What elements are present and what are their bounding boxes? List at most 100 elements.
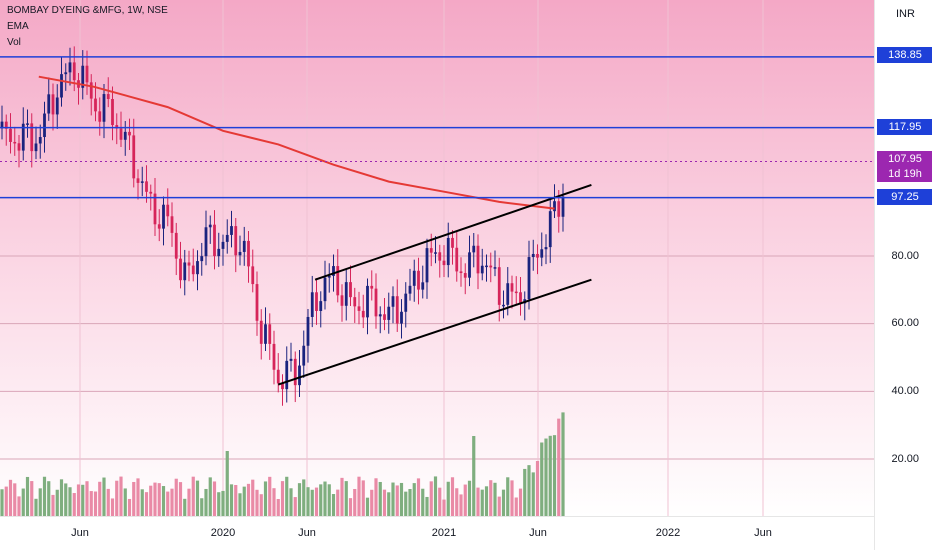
volume-bar-down <box>268 476 272 516</box>
y-tick-label: 20.00 <box>891 453 919 465</box>
volume-bar-down <box>153 482 157 516</box>
candle-body-down <box>395 296 399 324</box>
volume-bar-up <box>217 492 221 516</box>
candle-body-down <box>4 121 8 129</box>
candle-body-down <box>9 128 12 142</box>
volume-bar-down <box>510 480 514 516</box>
volume-bar-up <box>68 487 72 516</box>
price-chart[interactable]: BOMBAY DYEING &MFG, 1W, NSE EMA Vol <box>0 0 874 516</box>
candle-body-up <box>230 226 233 235</box>
volume-bar-up <box>408 489 412 516</box>
candle-body-down <box>281 383 284 390</box>
candle-body-down <box>157 224 161 229</box>
candle-body-down <box>111 99 114 126</box>
volume-bar-up <box>183 498 187 516</box>
volume-bar-down <box>166 491 170 516</box>
candle-body-down <box>497 267 501 305</box>
candle-body-up <box>387 306 391 320</box>
time-axis[interactable]: Jun 2020 Jun 2021 Jun 2022 Jun <box>0 516 874 551</box>
candle-body-up <box>238 251 242 256</box>
candle-body-up <box>204 227 208 257</box>
candle-body-up <box>289 358 293 361</box>
volume-bar-down <box>8 479 13 516</box>
volume-bar-up <box>472 436 476 516</box>
volume-bar-up <box>25 476 30 516</box>
candle-body-down <box>98 111 102 122</box>
volume-bar-up <box>548 435 552 516</box>
x-tick-label: 2021 <box>431 527 457 539</box>
candle-body-up <box>404 293 408 312</box>
candle-body-up <box>208 224 212 228</box>
volume-bar-down <box>497 496 501 516</box>
candle-body-down <box>149 191 153 194</box>
candle-body-down <box>315 292 318 311</box>
volume-bar-up <box>208 477 212 516</box>
volume-bar-down <box>535 461 540 516</box>
candle-body-up <box>298 365 301 386</box>
candle-body-down <box>187 262 191 266</box>
volume-bar-up <box>81 484 85 516</box>
volume-bar-up <box>64 483 68 516</box>
candle-body-up <box>391 296 395 307</box>
volume-bar-down <box>429 481 433 516</box>
candle-body-down <box>370 285 374 289</box>
candle-body-down <box>136 178 140 183</box>
candle-body-up <box>412 270 416 286</box>
volume-bar-up <box>123 488 127 516</box>
candle-body-down <box>476 245 480 274</box>
candle-body-up <box>421 282 425 290</box>
candle-body-down <box>30 123 34 152</box>
volume-bar-down <box>115 480 119 516</box>
volume-bar-up <box>467 480 472 516</box>
candle-body-down <box>174 232 178 259</box>
volume-bar-up <box>161 486 166 516</box>
volume-bar-down <box>144 492 149 516</box>
volume-bar-down <box>395 485 399 516</box>
volume-bar-up <box>523 468 527 516</box>
price-axis[interactable]: INR 138.85 117.95 107.95 1d 19h 97.25 80… <box>874 0 932 550</box>
volume-bar-up <box>480 489 484 516</box>
candle-body-up <box>43 113 46 138</box>
candle-body-up <box>64 72 68 75</box>
volume-indicator-label[interactable]: Vol <box>7 37 21 48</box>
chart-canvas[interactable] <box>0 0 874 516</box>
volume-bar-down <box>514 497 518 516</box>
candle-body-down <box>247 240 250 267</box>
candle-body-down <box>191 265 195 275</box>
volume-bar-up <box>225 451 229 516</box>
volume-bar-down <box>314 487 319 516</box>
candle-body-up <box>472 245 476 253</box>
candle-body-down <box>429 248 433 253</box>
x-tick-label: Jun <box>529 527 547 539</box>
volume-bar-up <box>412 483 416 516</box>
candle-body-down <box>145 181 148 192</box>
candle-body-down <box>361 310 365 318</box>
candle-body-up <box>217 248 221 257</box>
candle-body-up <box>225 234 229 242</box>
volume-bar-down <box>557 418 561 516</box>
candle-body-up <box>221 241 225 249</box>
volume-bar-up <box>319 484 323 516</box>
volume-bar-up <box>344 481 348 516</box>
candle-body-down <box>276 369 280 384</box>
volume-bar-down <box>459 494 463 516</box>
volume-bar-up <box>263 481 268 516</box>
candle-body-down <box>170 216 174 233</box>
volume-bar-down <box>136 478 140 516</box>
volume-bar-up <box>446 481 450 516</box>
volume-bar-up <box>102 477 106 516</box>
candle-body-down <box>489 265 493 268</box>
candle-body-up <box>55 97 59 115</box>
volume-bar-down <box>119 476 123 516</box>
candle-body-down <box>293 358 297 386</box>
candle-body-down <box>128 131 131 136</box>
candle-body-down <box>510 283 514 292</box>
volume-bar-up <box>221 490 225 516</box>
candle-body-down <box>255 284 259 321</box>
volume-bar-up <box>433 476 438 516</box>
ema-indicator-label[interactable]: EMA <box>7 21 29 32</box>
candle-body-up <box>183 262 187 281</box>
candle-body-up <box>544 247 548 250</box>
volume-bar-down <box>93 491 98 516</box>
candle-body-down <box>51 94 55 115</box>
